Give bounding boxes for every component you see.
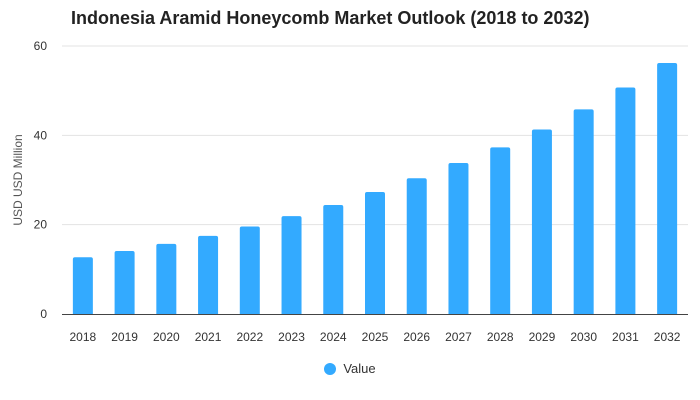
x-tick-label: 2029: [529, 330, 556, 344]
bar-2028[interactable]: [490, 147, 511, 314]
bar-2024[interactable]: [323, 205, 344, 314]
x-tick-label: 2019: [111, 330, 138, 344]
legend-swatch[interactable]: [324, 362, 337, 375]
bar-2022[interactable]: [239, 226, 260, 314]
x-tick-label: 2024: [320, 330, 347, 344]
bar-2026[interactable]: [406, 178, 427, 314]
bar-2021[interactable]: [198, 235, 219, 314]
bar-2019[interactable]: [114, 251, 135, 314]
x-tick-label: 2030: [570, 330, 597, 344]
bar-2018[interactable]: [72, 257, 93, 314]
y-axis-title: USD USD Million: [11, 134, 25, 225]
bar-2029[interactable]: [531, 129, 552, 314]
x-tick-label: 2020: [153, 330, 180, 344]
bars: [72, 62, 678, 315]
x-tick-label: 2025: [362, 330, 389, 344]
y-tick-label: 40: [34, 128, 48, 142]
x-axis-ticks: 2018 2019 2020 2021 2022 2023 2024 2025 2026 2027…: [70, 330, 681, 344]
bar-2025[interactable]: [365, 192, 385, 314]
y-tick-label: 60: [34, 39, 48, 53]
bar-2031[interactable]: [615, 87, 636, 314]
bar-2027[interactable]: [448, 163, 469, 314]
x-tick-label: 2031: [612, 330, 639, 344]
bar-2032[interactable]: [657, 62, 678, 315]
x-tick-label: 2026: [403, 330, 430, 344]
chart-title: Indonesia Aramid Honeycomb Market Outloo…: [71, 8, 590, 28]
legend: Value: [0, 361, 700, 376]
bar-2020[interactable]: [156, 243, 177, 314]
bar-2023[interactable]: [281, 216, 302, 314]
y-axis-ticks: 0 20 40 60: [34, 39, 48, 321]
x-tick-label: 2018: [70, 330, 97, 344]
x-tick-label: 2027: [445, 330, 472, 344]
legend-label: Value: [343, 361, 376, 376]
x-tick-label: 2028: [487, 330, 514, 344]
y-tick-label: 0: [40, 307, 47, 321]
x-tick-label: 2022: [236, 330, 263, 344]
bar-2030[interactable]: [573, 109, 594, 314]
x-tick-label: 2021: [195, 330, 222, 344]
x-tick-label: 2032: [654, 330, 681, 344]
x-tick-label: 2023: [278, 330, 305, 344]
y-tick-label: 20: [34, 218, 48, 232]
